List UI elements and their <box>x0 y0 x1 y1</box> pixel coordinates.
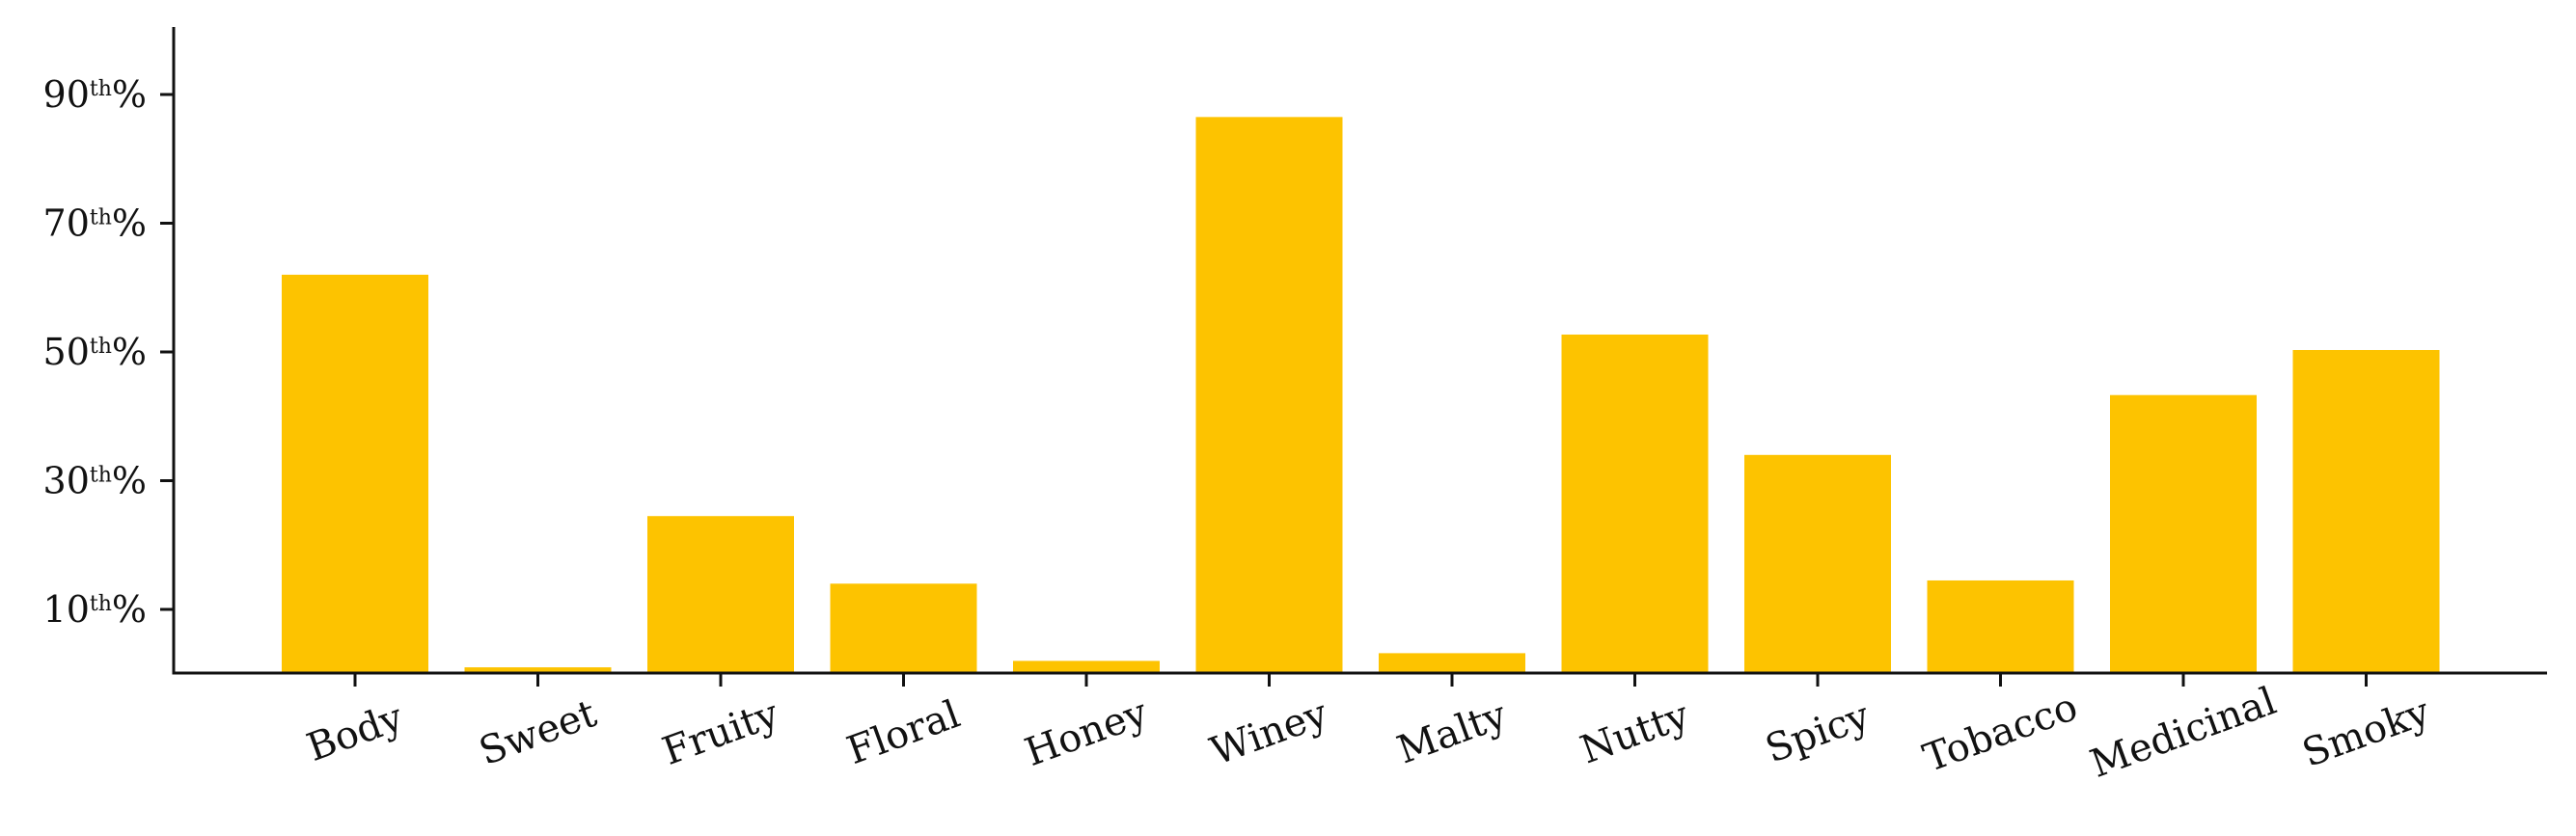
y-tick-label-10: 10th% <box>43 588 147 631</box>
y-ticks-group: 10th% 30th% 50th% 70th% 90th% <box>43 73 174 631</box>
x-tick-label-fruity: Fruity <box>657 691 785 774</box>
bar-sweet <box>464 667 612 673</box>
x-tick-label-honey: Honey <box>1020 690 1154 775</box>
bar-fruity <box>647 516 794 673</box>
x-tick-label-medicinal: Medicinal <box>2085 679 2282 787</box>
bar-winey <box>1195 117 1343 674</box>
bar-malty <box>1379 653 1525 673</box>
x-tick-label-tobacco: Tobacco <box>1918 685 2084 781</box>
bar-tobacco <box>1927 580 2074 673</box>
x-tick-label-spicy: Spicy <box>1760 693 1876 771</box>
x-ticks-group: Body Sweet Fruity Floral Honey Winey Malty Nutt… <box>301 673 2436 787</box>
bar-nutty <box>1561 334 1709 673</box>
x-tick-label-nutty: Nutty <box>1575 692 1695 772</box>
x-tick-label-body: Body <box>301 695 409 770</box>
bar-spicy <box>1744 454 1891 673</box>
y-tick-label-70: 70th% <box>43 202 147 245</box>
bar-medicinal <box>2110 394 2257 673</box>
x-tick-label-floral: Floral <box>841 692 966 773</box>
x-tick-label-smoky: Smoky <box>2297 689 2436 776</box>
x-tick-label-winey: Winey <box>1205 691 1334 774</box>
y-tick-label-90: 90th% <box>43 73 147 116</box>
bars-group <box>282 117 2440 674</box>
x-tick-label-sweet: Sweet <box>474 691 602 774</box>
y-tick-label-50: 50th% <box>43 331 147 373</box>
y-tick-label-30: 30th% <box>43 460 147 502</box>
bar-smoky <box>2292 349 2440 673</box>
bar-floral <box>830 583 977 673</box>
bar-honey <box>1013 661 1160 673</box>
bar-body <box>282 274 428 673</box>
x-tick-label-malty: Malty <box>1391 692 1512 772</box>
